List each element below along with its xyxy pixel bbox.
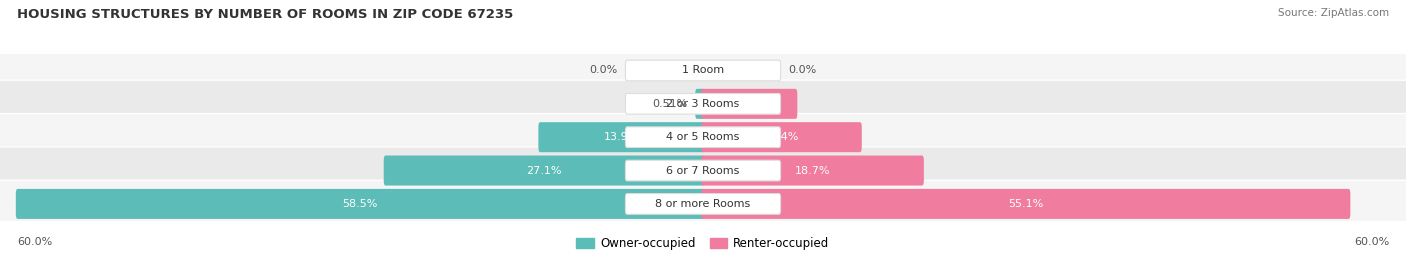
FancyBboxPatch shape — [626, 94, 780, 114]
FancyBboxPatch shape — [0, 114, 1406, 161]
FancyBboxPatch shape — [384, 155, 704, 186]
Text: 8 or more Rooms: 8 or more Rooms — [655, 199, 751, 209]
FancyBboxPatch shape — [15, 189, 704, 219]
Text: 55.1%: 55.1% — [1008, 199, 1043, 209]
FancyBboxPatch shape — [0, 47, 1406, 94]
FancyBboxPatch shape — [702, 189, 1350, 219]
Text: 60.0%: 60.0% — [17, 237, 52, 247]
FancyBboxPatch shape — [0, 80, 1406, 128]
Text: 18.7%: 18.7% — [794, 165, 831, 176]
Text: 1 Room: 1 Room — [682, 65, 724, 76]
Text: 60.0%: 60.0% — [1354, 237, 1389, 247]
Text: 4 or 5 Rooms: 4 or 5 Rooms — [666, 132, 740, 142]
FancyBboxPatch shape — [538, 122, 704, 152]
FancyBboxPatch shape — [626, 60, 780, 81]
Text: 27.1%: 27.1% — [526, 165, 562, 176]
FancyBboxPatch shape — [0, 147, 1406, 194]
Text: 7.9%: 7.9% — [735, 99, 763, 109]
Text: Source: ZipAtlas.com: Source: ZipAtlas.com — [1278, 8, 1389, 18]
Text: 58.5%: 58.5% — [343, 199, 378, 209]
Text: 0.0%: 0.0% — [789, 65, 817, 76]
Text: 0.0%: 0.0% — [589, 65, 617, 76]
Text: 6 or 7 Rooms: 6 or 7 Rooms — [666, 165, 740, 176]
FancyBboxPatch shape — [696, 89, 704, 119]
FancyBboxPatch shape — [626, 160, 780, 181]
FancyBboxPatch shape — [702, 89, 797, 119]
Text: 13.9%: 13.9% — [605, 132, 640, 142]
FancyBboxPatch shape — [626, 127, 780, 147]
FancyBboxPatch shape — [626, 194, 780, 214]
Text: 2 or 3 Rooms: 2 or 3 Rooms — [666, 99, 740, 109]
FancyBboxPatch shape — [702, 122, 862, 152]
FancyBboxPatch shape — [0, 180, 1406, 228]
Legend: Owner-occupied, Renter-occupied: Owner-occupied, Renter-occupied — [572, 233, 834, 255]
Text: HOUSING STRUCTURES BY NUMBER OF ROOMS IN ZIP CODE 67235: HOUSING STRUCTURES BY NUMBER OF ROOMS IN… — [17, 8, 513, 21]
FancyBboxPatch shape — [702, 155, 924, 186]
Text: 0.51%: 0.51% — [652, 99, 688, 109]
Text: 13.4%: 13.4% — [763, 132, 799, 142]
